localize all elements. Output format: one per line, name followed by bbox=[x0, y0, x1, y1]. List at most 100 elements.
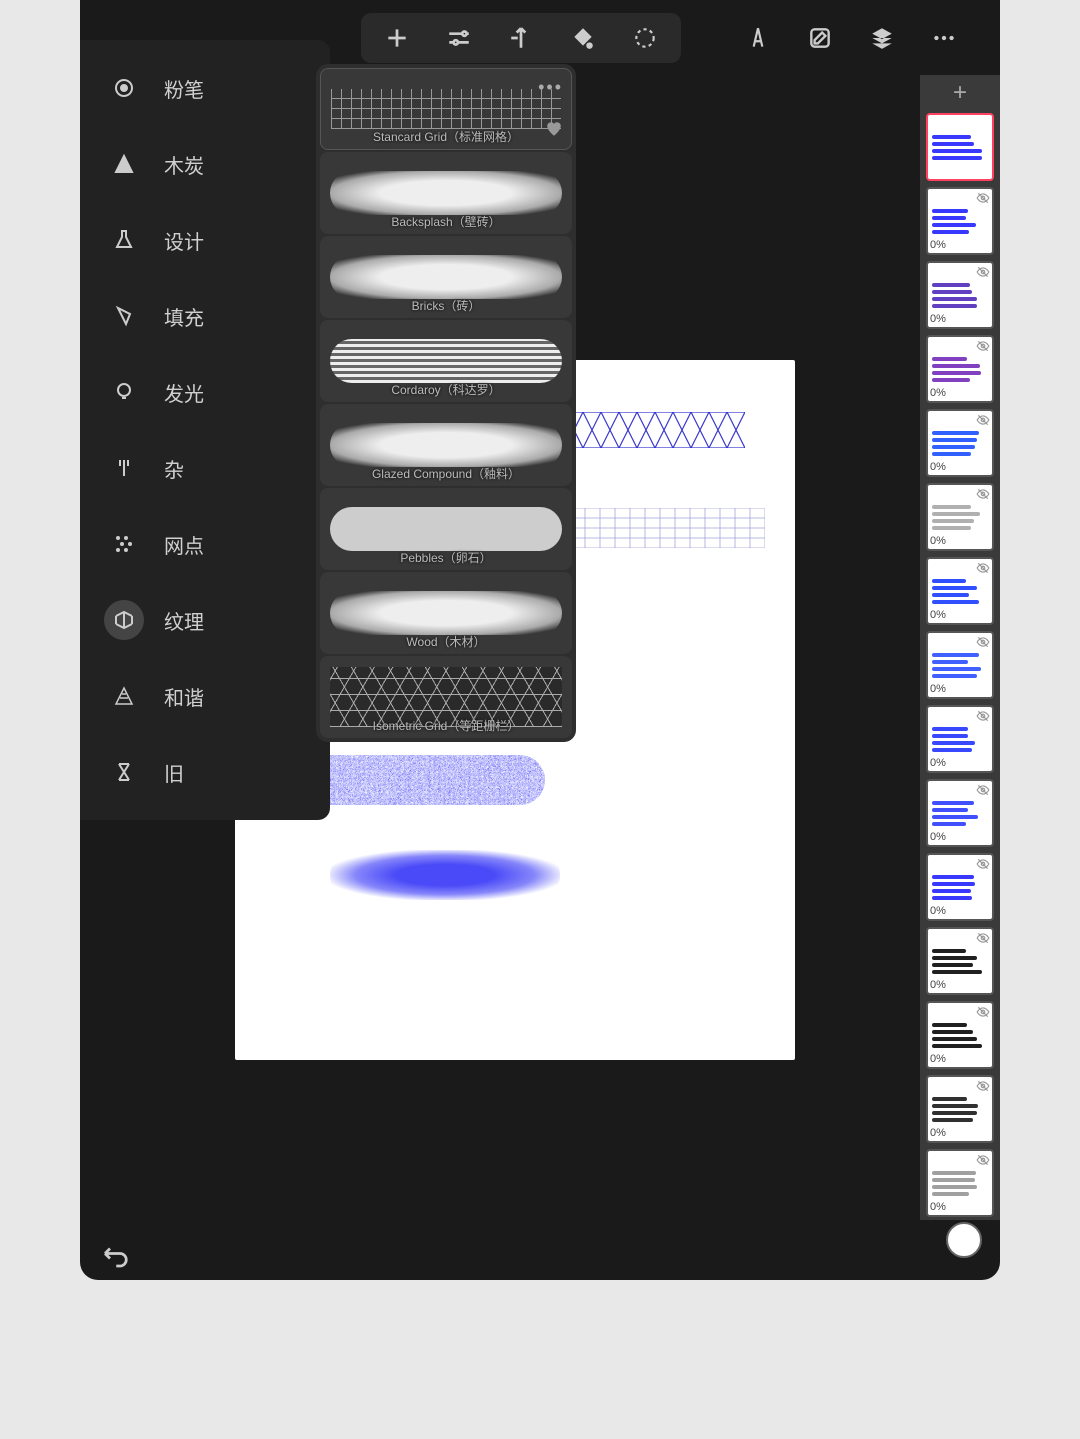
visibility-icon[interactable] bbox=[976, 191, 990, 205]
brush-item[interactable]: Wood（木材） bbox=[320, 572, 572, 654]
category-item-texture[interactable]: 纹理 bbox=[80, 582, 330, 658]
undo-button[interactable] bbox=[100, 1241, 130, 1276]
visibility-icon[interactable] bbox=[976, 413, 990, 427]
thumbnail-opacity-label: 0% bbox=[930, 387, 946, 399]
brush-label: Bricks（砖） bbox=[320, 297, 572, 314]
fork-icon bbox=[112, 456, 136, 480]
brush-label: Backsplash（壁砖） bbox=[320, 213, 572, 230]
category-label: 杂 bbox=[164, 454, 184, 483]
visibility-icon[interactable] bbox=[976, 339, 990, 353]
compass-icon[interactable] bbox=[742, 22, 774, 54]
triangle-lines-icon bbox=[112, 684, 136, 708]
brush-item[interactable]: Pebbles（卵石） bbox=[320, 488, 572, 570]
visibility-icon[interactable] bbox=[976, 1153, 990, 1167]
brush-category-panel: 粉笔木炭设计填充发光杂网点纹理和谐旧 bbox=[80, 40, 330, 820]
brush-label: Pebbles（卵石） bbox=[320, 549, 572, 566]
thumbnail-opacity-label: 0% bbox=[930, 1053, 946, 1065]
thumbnail-opacity-label: 0% bbox=[930, 683, 946, 695]
thumbnail-opacity-label: 0% bbox=[930, 757, 946, 769]
thumbnail-item[interactable]: 0% bbox=[926, 779, 994, 847]
thumbnail-item[interactable]: 0% bbox=[926, 853, 994, 921]
brush-item[interactable]: Cordaroy（科达罗） bbox=[320, 320, 572, 402]
brush-item[interactable]: Glazed Compound（釉料） bbox=[320, 404, 572, 486]
brush-item[interactable]: Isometric Grid（等距栅栏） bbox=[320, 656, 572, 738]
visibility-icon[interactable] bbox=[976, 487, 990, 501]
visibility-icon[interactable] bbox=[976, 931, 990, 945]
category-label: 粉笔 bbox=[164, 74, 204, 103]
fill-icon[interactable] bbox=[567, 22, 599, 54]
visibility-icon[interactable] bbox=[976, 1079, 990, 1093]
thumbnail-item[interactable]: 0% bbox=[926, 261, 994, 329]
brush-label: Stancard Grid（标准网格） bbox=[321, 128, 571, 145]
thumbnail-opacity-label: 0% bbox=[930, 313, 946, 325]
thumbnail-item[interactable]: 0% bbox=[926, 631, 994, 699]
color-picker-button[interactable] bbox=[946, 1222, 982, 1258]
brush-item[interactable]: Bricks（砖） bbox=[320, 236, 572, 318]
canvas-stroke-isogrid bbox=[565, 412, 745, 448]
circle-hole-icon bbox=[112, 76, 136, 100]
toolbar-center-group bbox=[361, 13, 681, 63]
more-icon[interactable] bbox=[928, 22, 960, 54]
thumbnail-item[interactable]: 0% bbox=[926, 187, 994, 255]
sliders-icon[interactable] bbox=[443, 22, 475, 54]
brush-label: Isometric Grid（等距栅栏） bbox=[320, 717, 572, 734]
category-item-halftone[interactable]: 网点 bbox=[80, 506, 330, 582]
select-icon[interactable] bbox=[629, 22, 661, 54]
visibility-icon[interactable] bbox=[976, 709, 990, 723]
brush-label: Wood（木材） bbox=[320, 633, 572, 650]
thumbnail-item[interactable]: 0% bbox=[926, 705, 994, 773]
brush-label: Glazed Compound（釉料） bbox=[320, 465, 572, 482]
bucket-icon bbox=[112, 304, 136, 328]
add-layer-button[interactable]: + bbox=[925, 79, 995, 107]
category-item-hourglass[interactable]: 旧 bbox=[80, 734, 330, 810]
thumbnail-opacity-label: 0% bbox=[930, 609, 946, 621]
thumbnail-item[interactable]: 0% bbox=[926, 927, 994, 995]
category-label: 网点 bbox=[164, 530, 204, 559]
layers-icon[interactable] bbox=[866, 22, 898, 54]
category-label: 发光 bbox=[164, 378, 204, 407]
thumbnail-item[interactable] bbox=[926, 113, 994, 181]
triangle-icon bbox=[112, 152, 136, 176]
thumbnail-opacity-label: 0% bbox=[930, 1201, 946, 1213]
heart-icon[interactable] bbox=[545, 120, 563, 143]
thumbnail-item[interactable]: 0% bbox=[926, 1075, 994, 1143]
visibility-icon[interactable] bbox=[976, 1005, 990, 1019]
category-item-bulb[interactable]: 发光 bbox=[80, 354, 330, 430]
edit-icon[interactable] bbox=[804, 22, 836, 54]
thumbnail-item[interactable]: 0% bbox=[926, 557, 994, 625]
thumbnail-opacity-label: 0% bbox=[930, 905, 946, 917]
brush-item[interactable]: Stancard Grid（标准网格） ••• bbox=[320, 68, 572, 150]
toolbar-right-group bbox=[722, 13, 980, 63]
category-label: 设计 bbox=[164, 226, 204, 255]
canvas-stroke-grid bbox=[555, 508, 765, 548]
brush-label: Cordaroy（科达罗） bbox=[320, 381, 572, 398]
thumbnail-opacity-label: 0% bbox=[930, 979, 946, 991]
brush-list-panel: Stancard Grid（标准网格） ••• Backsplash（壁砖） B… bbox=[316, 64, 576, 742]
category-item-flask[interactable]: 设计 bbox=[80, 202, 330, 278]
thumbnail-item[interactable]: 0% bbox=[926, 335, 994, 403]
category-item-fork[interactable]: 杂 bbox=[80, 430, 330, 506]
thumbnail-preview bbox=[932, 119, 988, 175]
visibility-icon[interactable] bbox=[976, 561, 990, 575]
category-item-bucket[interactable]: 填充 bbox=[80, 278, 330, 354]
canvas-stroke-texture2 bbox=[330, 850, 560, 900]
thumbnail-opacity-label: 0% bbox=[930, 239, 946, 251]
add-icon[interactable] bbox=[381, 22, 413, 54]
visibility-icon[interactable] bbox=[976, 265, 990, 279]
thumbnail-item[interactable]: 0% bbox=[926, 1001, 994, 1069]
brush-more-icon[interactable]: ••• bbox=[538, 77, 563, 98]
thumbnail-item[interactable]: 0% bbox=[926, 1149, 994, 1217]
visibility-icon[interactable] bbox=[976, 783, 990, 797]
category-item-triangle[interactable]: 木炭 bbox=[80, 126, 330, 202]
brush-item[interactable]: Backsplash（壁砖） bbox=[320, 152, 572, 234]
transform-icon[interactable] bbox=[505, 22, 537, 54]
visibility-icon[interactable] bbox=[976, 635, 990, 649]
category-item-triangle-lines[interactable]: 和谐 bbox=[80, 658, 330, 734]
hourglass-icon bbox=[112, 760, 136, 784]
thumbnail-item[interactable]: 0% bbox=[926, 409, 994, 477]
thumbnail-item[interactable]: 0% bbox=[926, 483, 994, 551]
category-label: 纹理 bbox=[164, 606, 204, 635]
thumbnail-opacity-label: 0% bbox=[930, 1127, 946, 1139]
category-item-circle-hole[interactable]: 粉笔 bbox=[80, 50, 330, 126]
visibility-icon[interactable] bbox=[976, 857, 990, 871]
